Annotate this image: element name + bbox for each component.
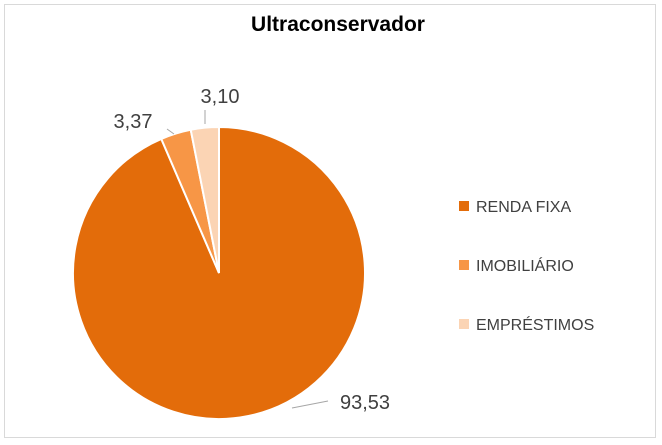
data-label-emprestimos: 3,10: [201, 86, 240, 108]
pie-slice-emprestimos: [189, 125, 220, 274]
pie-slices: [72, 125, 366, 420]
legend-label-imobiliario: IMOBILIÁRIO: [476, 256, 574, 275]
legend-label-renda-fixa: RENDA FIXA: [476, 199, 571, 216]
legend-swatch-renda-fixa: [459, 201, 469, 211]
data-label-renda-fixa: 93,53: [340, 392, 390, 414]
legend-swatch-emprestimos: [459, 319, 469, 329]
legend-swatch-imobiliario: [459, 260, 469, 270]
legend: RENDA FIXA IMOBILIÁRIO EMPRÉSTIMOS: [459, 199, 594, 334]
legend-label-emprestimos: EMPRÉSTIMOS: [476, 315, 594, 334]
data-label-imobiliario: 3,37: [114, 111, 153, 133]
leader-line-renda-fixa: [291, 400, 329, 409]
leader-line-imobiliario: [166, 128, 175, 135]
chart-title: Ultraconservador: [251, 13, 425, 36]
data-labels: 93,53 3,37 3,10: [114, 86, 391, 414]
leader-lines: [166, 110, 329, 409]
